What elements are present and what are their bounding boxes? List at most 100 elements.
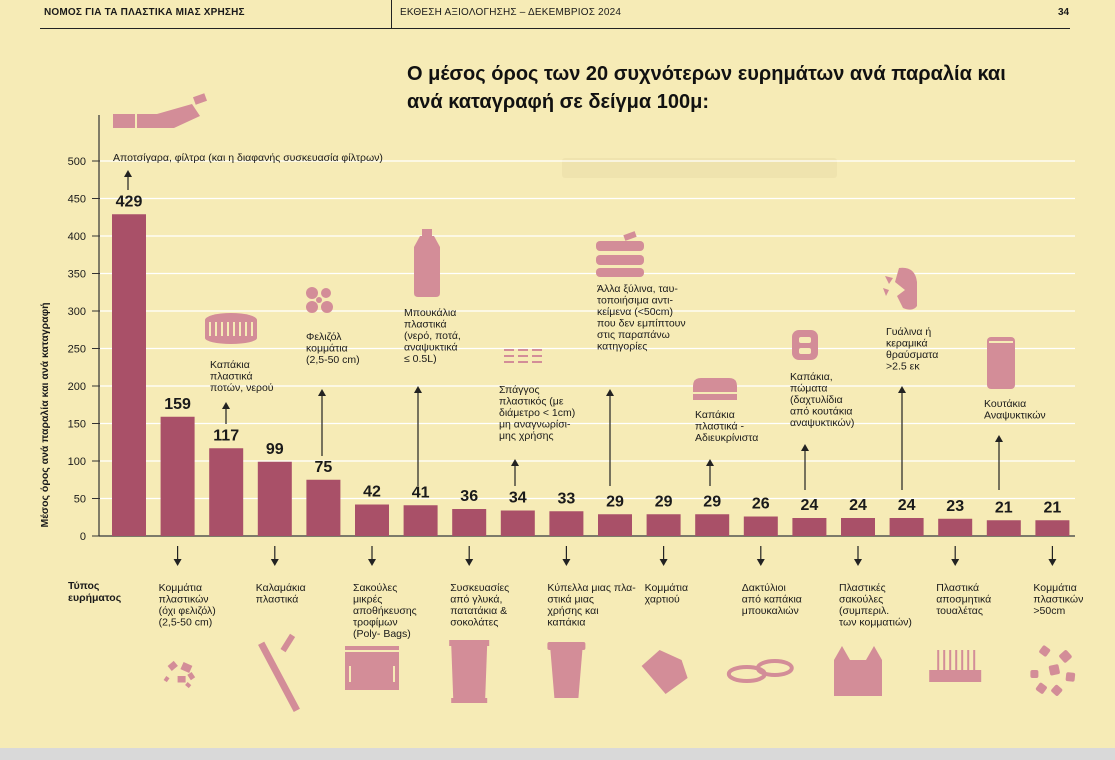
- header-rule: [40, 28, 1070, 29]
- top-annotation-text: μη αναγνωρίσι-: [499, 419, 571, 431]
- top-annotation-text: στις παραπάνω: [597, 329, 670, 341]
- bar-value-label: 33: [558, 490, 576, 507]
- bar: [257, 461, 292, 536]
- paper-icon: [641, 650, 688, 694]
- top-annotation-text: ποτών, νερού: [210, 382, 274, 394]
- plastic-pieces-icon-part: [187, 672, 196, 681]
- lid-icon-part: [693, 392, 737, 394]
- polystyrene-icon-part: [306, 301, 318, 313]
- y-tick-label: 350: [68, 269, 86, 281]
- bottle-cap-icon-part: [227, 322, 229, 336]
- page-header: ΝΟΜΟΣ ΓΙΑ ΤΑ ΠΛΑΣΤΙΚΑ ΜΙΑΣ ΧΡΗΣΗΣ ΕΚΘΕΣΗ…: [0, 0, 1115, 30]
- bottom-annotation-text: καπάκια: [547, 617, 585, 629]
- bar-value-label: 21: [1044, 499, 1062, 516]
- top-annotation-text: Αναψυκτικών: [984, 410, 1046, 422]
- bar-value-label: 42: [363, 484, 381, 501]
- bottle-cap-icon-part: [239, 322, 241, 336]
- bottle-cap-icon-part: [209, 322, 211, 336]
- bar-value-label: 36: [460, 488, 478, 505]
- arrow-down-head: [270, 559, 279, 566]
- wood-icon-part: [623, 231, 637, 241]
- bar-value-label: 29: [655, 493, 673, 510]
- y-tick-label: 500: [68, 156, 86, 168]
- string-icon-part: [532, 349, 542, 351]
- top-annotation-text: Σπάγγος: [499, 384, 540, 396]
- bottom-annotation-text: από καπάκια: [742, 594, 802, 606]
- bar-value-label: 24: [898, 497, 916, 514]
- top-annotation-text: (2,5-50 cm): [306, 354, 360, 366]
- top-annotation-text: Φελιζόλ: [306, 331, 342, 343]
- bottom-annotation-text: Πλαστικές: [839, 582, 886, 594]
- top-annotation-text: πλαστικά: [404, 319, 447, 331]
- glass-shards-icon-part: [883, 288, 889, 296]
- large-pieces-icon-part: [1048, 664, 1060, 676]
- bottom-annotation-text: Κομμάτια: [645, 582, 688, 594]
- snack-wrapper-icon-part: [451, 698, 488, 703]
- bottom-annotation-text: στικά μιας: [547, 594, 594, 606]
- straw-icon-part: [280, 633, 296, 653]
- bottle-cap-icon-part: [215, 322, 217, 336]
- deodorizer-icon-part: [937, 650, 940, 670]
- glass-shards-icon-part: [895, 267, 917, 310]
- bottom-annotation-text: των κομματιών): [839, 617, 912, 629]
- food-bag-icon-part: [393, 666, 395, 682]
- snack-wrapper-icon-part: [451, 644, 488, 698]
- paper-icon-part: [641, 650, 688, 694]
- header-divider: [391, 0, 392, 29]
- top-annotation-text: πλαστικός (με: [499, 396, 564, 408]
- bar: [452, 509, 487, 536]
- snack-wrapper-icon: [449, 640, 490, 703]
- arrow-up-head: [995, 435, 1003, 442]
- page-number: 34: [1058, 7, 1070, 18]
- top-annotation-text: από κουτάκια: [790, 406, 853, 418]
- bottom-annotation-text: πατατάκια &: [450, 605, 507, 617]
- window-scroll-area[interactable]: [0, 748, 1115, 760]
- can-tab-icon: [792, 330, 818, 360]
- bar: [695, 514, 730, 536]
- rings-icon-part: [755, 659, 794, 677]
- bar-value-label: 429: [116, 193, 143, 210]
- bottom-annotation-text: Κύπελλα μιας πλα-: [547, 582, 636, 594]
- bottle-icon-part: [414, 236, 440, 297]
- bottom-annotation-text: μικρές: [353, 594, 382, 606]
- bottle-icon: [414, 229, 440, 297]
- cup-icon-part: [550, 650, 583, 698]
- cigarette-icon-part: [157, 104, 200, 128]
- x-axis-label: ευρήματος: [68, 592, 122, 604]
- bar: [209, 448, 244, 536]
- bottom-annotation-text: πλαστικά: [256, 594, 299, 606]
- string-icon-part: [518, 349, 528, 351]
- top-annotation-text: μης χρήσης: [499, 430, 554, 442]
- food-bag-icon-part: [349, 666, 351, 682]
- deodorizer-icon-part: [961, 650, 964, 670]
- bar-value-label: 26: [752, 496, 770, 513]
- top-annotation-text: Καπάκια,: [790, 371, 833, 383]
- deodorizer-icon-part: [929, 670, 982, 682]
- bar-value-label: 29: [703, 493, 721, 510]
- report-title: ΕΚΘΕΣΗ ΑΞΙΟΛΟΓΗΣΗΣ – ΔΕΚΕΜΒΡΙΟΣ 2024: [400, 7, 622, 18]
- bottom-annotation-text: >50cm: [1033, 605, 1065, 617]
- top-annotation-text: αναψυκτικά: [404, 342, 458, 354]
- top-annotation-text: τοποιήσιμα αντι-: [597, 295, 673, 307]
- bar: [500, 510, 535, 536]
- arrow-down-head: [368, 559, 376, 566]
- top-annotation-text: πώματα: [790, 383, 827, 395]
- plastic-pieces-icon-part: [177, 676, 186, 683]
- arrow-up-head: [124, 170, 132, 177]
- y-tick-label: 50: [74, 494, 86, 506]
- soda-can-icon-part: [987, 337, 1015, 389]
- large-pieces-icon-part: [1030, 670, 1039, 678]
- arrow-down-head: [854, 559, 862, 566]
- top-annotation-text: Καπάκια: [695, 409, 735, 421]
- bar-value-label: 34: [509, 490, 527, 507]
- can-tab-icon-part: [799, 337, 811, 343]
- top-annotation-text: (δαχτυλίδια: [790, 394, 843, 406]
- top-annotation-text: πλαστικά -: [695, 421, 744, 433]
- top-annotation-text: >2.5 εκ: [886, 361, 920, 373]
- deodorizer-icon-part: [973, 650, 976, 670]
- bottom-annotation-text: πλαστικών: [159, 594, 209, 606]
- bottom-annotation-text: Κομμάτια: [1033, 582, 1076, 594]
- bar: [160, 416, 195, 536]
- large-pieces-icon-part: [1051, 684, 1063, 696]
- plastic-bag-icon: [834, 646, 882, 696]
